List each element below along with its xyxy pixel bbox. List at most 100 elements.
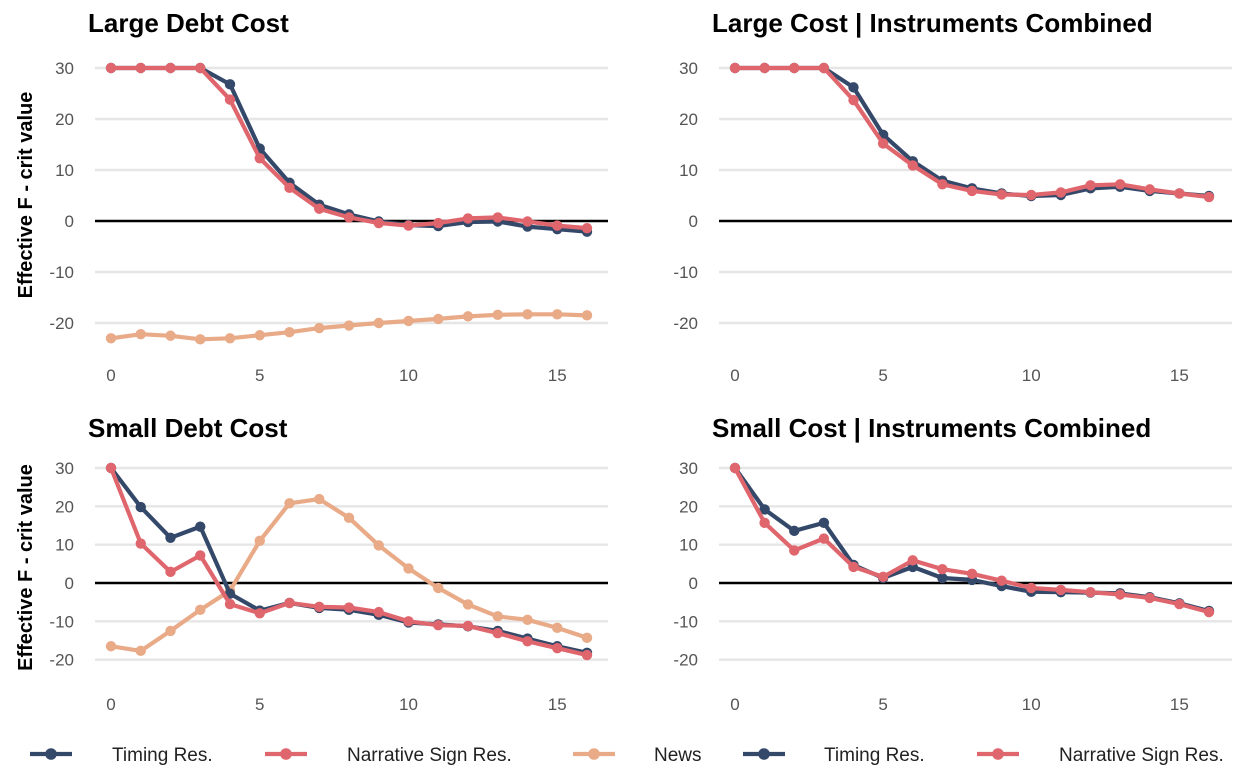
chart-title: Small Debt Cost bbox=[88, 413, 288, 443]
data-point bbox=[105, 641, 117, 652]
data-point bbox=[996, 575, 1007, 586]
y-tick-label: 0 bbox=[689, 574, 698, 593]
data-point bbox=[729, 62, 741, 74]
data-point bbox=[195, 604, 206, 616]
data-point bbox=[165, 330, 176, 341]
legend-label: News bbox=[654, 745, 702, 766]
legend-item: Timing Res. bbox=[30, 745, 213, 766]
y-tick-label: 10 bbox=[55, 536, 74, 555]
data-point bbox=[195, 550, 206, 561]
data-point bbox=[492, 628, 503, 639]
data-point bbox=[373, 217, 384, 229]
data-point bbox=[1026, 189, 1037, 201]
y-tick-label: 10 bbox=[55, 161, 74, 180]
y-axis-label: Effective F - crit value bbox=[15, 464, 37, 671]
y-tick-label: -10 bbox=[49, 263, 74, 282]
data-point bbox=[105, 62, 117, 74]
series-news bbox=[105, 493, 593, 657]
data-point bbox=[135, 501, 146, 513]
data-point bbox=[165, 532, 176, 543]
chart-panel-4: Small Cost | Instruments Combined 30 20 10 0… bbox=[673, 413, 1232, 714]
data-point bbox=[581, 222, 593, 234]
data-point bbox=[1144, 184, 1155, 195]
y-tick-label: -10 bbox=[673, 612, 698, 631]
data-point bbox=[254, 535, 265, 547]
data-point bbox=[195, 521, 206, 532]
series-news bbox=[105, 309, 593, 345]
data-point bbox=[224, 333, 236, 344]
y-axis-label: Effective F - crit value bbox=[15, 92, 37, 299]
y-tick-label: -20 bbox=[49, 651, 74, 670]
data-point bbox=[462, 620, 474, 632]
legend-item: Timing Res. bbox=[743, 745, 925, 766]
data-point bbox=[195, 62, 206, 74]
data-point bbox=[937, 564, 948, 575]
data-point bbox=[403, 563, 414, 574]
x-tick-label: 10 bbox=[1022, 366, 1041, 385]
data-point bbox=[343, 212, 355, 223]
data-point bbox=[581, 632, 593, 644]
data-point bbox=[254, 330, 265, 341]
legend: Timing Res. Narrative Sign Res. News Timing… bbox=[30, 745, 1224, 766]
data-point bbox=[224, 598, 236, 610]
data-point bbox=[433, 217, 444, 229]
series-narrative-sign-res bbox=[105, 62, 593, 234]
data-point bbox=[403, 616, 414, 627]
data-point bbox=[522, 309, 533, 320]
data-point bbox=[1203, 191, 1215, 203]
data-point bbox=[433, 582, 444, 594]
data-point bbox=[135, 329, 146, 340]
data-point bbox=[462, 599, 474, 610]
data-point bbox=[462, 311, 474, 322]
data-point bbox=[937, 572, 948, 584]
y-tick-label: 30 bbox=[55, 459, 74, 478]
data-point bbox=[105, 462, 117, 474]
x-tick-label: 5 bbox=[878, 366, 887, 385]
legend-key-point bbox=[992, 748, 1004, 760]
data-point bbox=[284, 498, 295, 509]
data-point bbox=[373, 317, 384, 329]
data-point bbox=[1085, 180, 1096, 191]
x-tick-label: 10 bbox=[399, 695, 418, 714]
y-tick-label: -20 bbox=[673, 651, 698, 670]
legend-item: Narrative Sign Res. bbox=[265, 745, 512, 766]
data-point bbox=[789, 525, 800, 537]
data-point bbox=[907, 160, 918, 171]
data-point bbox=[343, 512, 355, 524]
data-point bbox=[314, 601, 325, 612]
series-line bbox=[732, 65, 1212, 200]
data-point bbox=[552, 642, 563, 654]
y-tick-label: 30 bbox=[679, 59, 698, 78]
data-point bbox=[1055, 187, 1067, 198]
data-point bbox=[284, 597, 295, 609]
y-tick-label: 20 bbox=[55, 110, 74, 129]
data-point bbox=[759, 517, 770, 529]
data-point bbox=[314, 322, 325, 334]
legend-key-point bbox=[45, 748, 57, 760]
data-point bbox=[492, 611, 503, 622]
x-tick-label: 10 bbox=[1022, 695, 1041, 714]
series-narrative-sign-res bbox=[105, 462, 593, 661]
data-point bbox=[403, 315, 414, 327]
data-point bbox=[996, 189, 1007, 200]
chart-panel-1: Large Debt Cost Effective F - crit value 3… bbox=[15, 8, 608, 385]
y-tick-label: -10 bbox=[673, 263, 698, 282]
y-tick-label: 10 bbox=[679, 161, 698, 180]
legend-label: Narrative Sign Res. bbox=[1059, 745, 1224, 766]
data-point bbox=[433, 313, 444, 325]
series-line bbox=[108, 465, 590, 655]
y-tick-label: 0 bbox=[65, 212, 74, 231]
data-point bbox=[848, 82, 859, 93]
series-narrative-sign-res bbox=[729, 462, 1215, 618]
data-point bbox=[254, 608, 265, 619]
data-point bbox=[818, 62, 830, 74]
chart-title: Large Cost | Instruments Combined bbox=[712, 8, 1153, 38]
data-point bbox=[818, 517, 830, 529]
x-tick-label: 0 bbox=[106, 366, 115, 385]
data-point bbox=[581, 649, 593, 661]
legend-item: Narrative Sign Res. bbox=[977, 745, 1224, 766]
x-tick-label: 15 bbox=[548, 695, 567, 714]
data-point bbox=[314, 203, 325, 214]
data-point bbox=[877, 571, 889, 583]
data-point bbox=[284, 182, 295, 194]
